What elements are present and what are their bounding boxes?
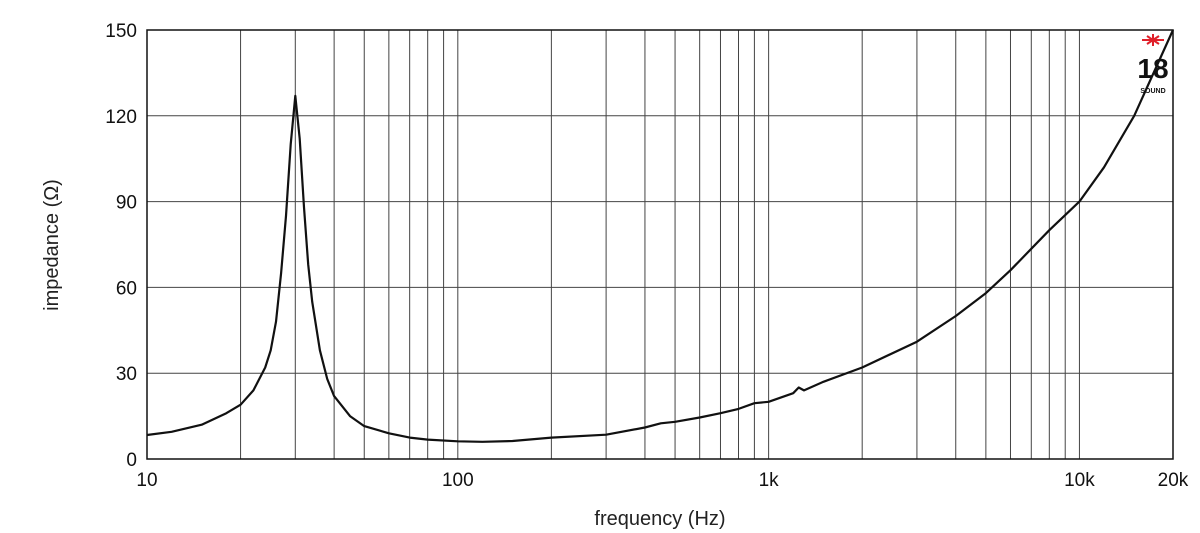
plot-frame [146, 29, 1174, 460]
x-tick-label: 20k [1158, 470, 1189, 491]
logo-number: 18 [1137, 53, 1168, 84]
y-tick-label: 0 [126, 450, 137, 471]
y-tick-label: 150 [105, 21, 137, 42]
x-axis-label: frequency (Hz) [594, 508, 725, 530]
y-tick-label: 60 [116, 278, 137, 299]
x-tick-label: 100 [442, 470, 474, 491]
impedance-curve [146, 29, 1175, 443]
x-tick-label: 1k [759, 470, 780, 491]
tick-labels: 0 30 60 90 120 150 10 100 1k 10k 20k [105, 21, 1189, 491]
y-tick-label: 120 [105, 107, 137, 128]
y-tick-label: 30 [116, 364, 137, 385]
grid [147, 29, 1173, 460]
y-axis-label: impedance (Ω) [41, 179, 63, 311]
x-tick-label: 10 [136, 470, 157, 491]
y-tick-label: 90 [116, 193, 137, 214]
logo-star-icon [1142, 34, 1164, 46]
x-tick-label: 10k [1064, 470, 1095, 491]
brand-logo: 18 SOUND [1137, 34, 1169, 95]
logo-word: SOUND [1140, 88, 1165, 95]
